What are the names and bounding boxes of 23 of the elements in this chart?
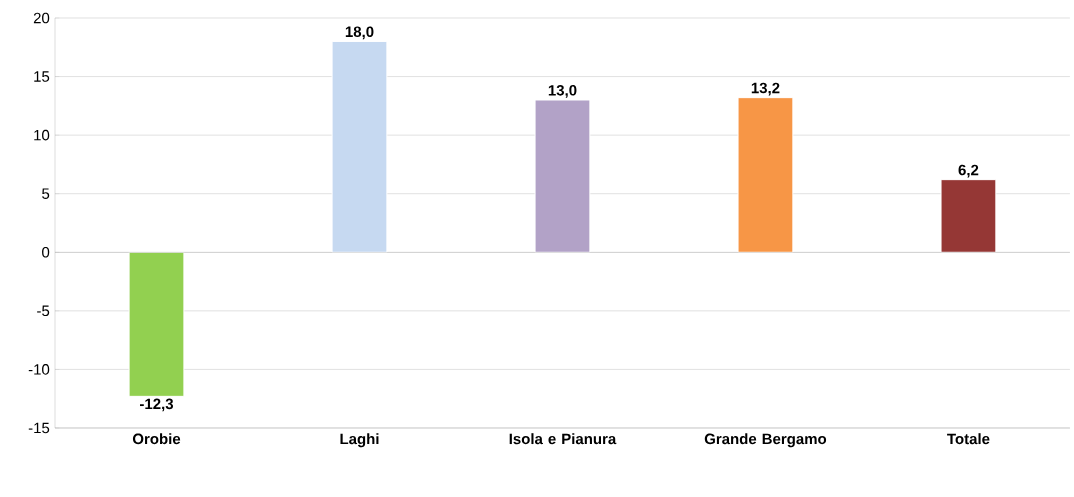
x-tick-label: Laghi [340,433,379,448]
x-tick-label: Totale [947,433,990,445]
y-tick-label: 20 [33,12,50,24]
x-tick-label: Grande Bergamo [704,433,827,448]
bar [534,99,591,253]
data-label: -12,3 [139,398,174,412]
y-tick-label: -10 [28,364,50,375]
data-label: 18,0 [345,26,374,40]
y-tick-label: -15 [28,422,50,434]
x-tick-label: Isola e Pianura [509,433,617,445]
bar [940,179,997,253]
bar [128,251,185,397]
bar [331,40,388,253]
y-tick-label: 0 [42,246,50,258]
x-tick-label: Orobie [132,433,181,445]
data-label: 13,0 [548,84,577,98]
y-tick-label: 15 [34,71,50,82]
y-tick-label: -5 [37,305,50,317]
y-tick-label: 10 [34,129,50,141]
data-label: 6,2 [958,164,979,178]
bar [737,97,794,253]
data-label: 13,2 [751,82,780,96]
y-tick-label: 5 [42,188,50,199]
